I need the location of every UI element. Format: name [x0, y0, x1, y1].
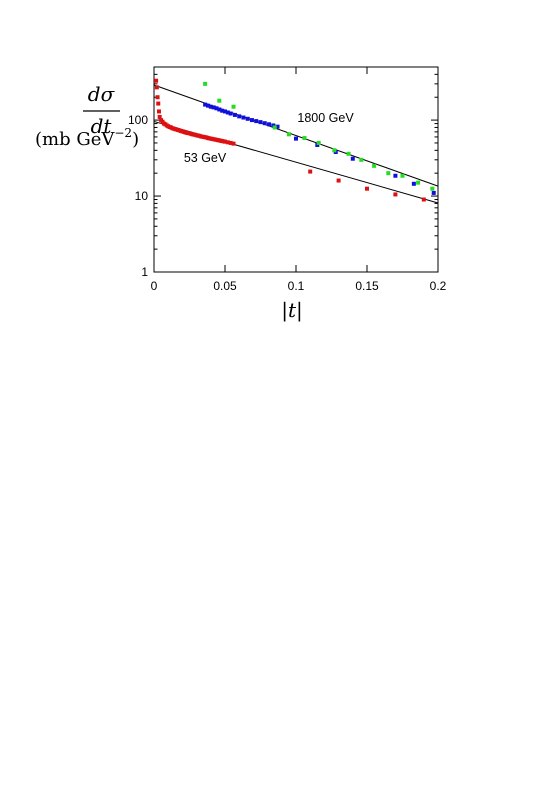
x-tick-label: 0 [151, 279, 158, 293]
data-point [359, 157, 364, 162]
y-label-units-exponent: −2 [114, 126, 132, 140]
y-label-denominator: dt [91, 114, 113, 138]
data-point [208, 104, 213, 109]
y-tick-label: 100 [128, 113, 148, 127]
data-point [372, 163, 377, 168]
y-tick-label: 10 [135, 189, 149, 203]
data-point [393, 192, 398, 197]
y-axis-ticks: 1 10 100 [128, 66, 438, 279]
data-point [220, 108, 225, 113]
data-point [275, 124, 280, 129]
y-label-units-text: (mb GeV [35, 129, 115, 150]
data-point [228, 111, 233, 116]
fit-lines [153, 84, 439, 204]
data-point [217, 107, 222, 112]
data-point [223, 139, 227, 144]
x-tick-label: 0.05 [213, 279, 237, 293]
data-point [416, 180, 421, 185]
x-tick-label: 0.2 [430, 279, 447, 293]
annotation-label: 1800 GeV [297, 111, 354, 125]
data-point [286, 132, 291, 137]
data-point [262, 121, 267, 126]
data-point [245, 116, 250, 121]
data-point [431, 190, 436, 195]
data-point [400, 173, 405, 178]
data-point [237, 114, 242, 119]
data-point [225, 110, 230, 115]
x-tick-label: 0.1 [288, 279, 305, 293]
data-point [411, 181, 416, 186]
data-point [241, 115, 246, 120]
data-point [386, 171, 391, 176]
data-point [154, 78, 159, 83]
data-point [211, 105, 216, 110]
data-point [332, 148, 337, 153]
annotation-label: 53 GeV [184, 151, 227, 165]
data-point [308, 169, 313, 174]
data-point [203, 102, 208, 107]
plot-frame [153, 66, 439, 273]
data-point [267, 122, 272, 127]
data-point [336, 178, 341, 183]
data-points [154, 78, 436, 202]
data-point [225, 140, 230, 145]
data-point [365, 186, 369, 191]
data-point [217, 98, 222, 103]
data-point [223, 109, 227, 114]
data-point [350, 156, 355, 161]
data-point [393, 173, 398, 178]
data-point [430, 186, 435, 191]
y-tick-label: 1 [141, 265, 148, 279]
data-point [315, 142, 320, 147]
data-point [232, 112, 237, 117]
x-tick-label: 0.15 [355, 279, 379, 293]
data-point [231, 141, 236, 146]
data-point [205, 103, 210, 108]
data-point [272, 125, 277, 130]
data-point [155, 95, 160, 100]
annotations: 1800 GeV 53 GeV [184, 111, 355, 165]
data-point [156, 109, 161, 114]
y-label-units: (mb GeV−2) [35, 126, 139, 150]
data-point [231, 104, 236, 109]
data-point [214, 106, 219, 111]
data-point [316, 140, 321, 145]
y-axis-label: dσ dt (mb GeV−2) [35, 82, 139, 150]
data-point [228, 140, 233, 145]
y-label-numerator: dσ [88, 82, 116, 106]
data-point [294, 136, 298, 141]
data-point [302, 136, 307, 141]
y-label-units-close: ) [132, 129, 139, 150]
data-point [421, 197, 426, 202]
data-point [203, 81, 208, 86]
data-point [157, 114, 162, 119]
data-point [156, 101, 161, 106]
fit-line [153, 84, 439, 187]
data-point [346, 151, 351, 156]
data-point [254, 119, 259, 124]
data-point [249, 118, 254, 123]
data-point [154, 85, 159, 90]
data-point [258, 120, 263, 125]
x-axis-label: |t| [281, 298, 303, 323]
x-axis-ticks: 0 0.05 0.1 0.15 0.2 [151, 67, 447, 293]
